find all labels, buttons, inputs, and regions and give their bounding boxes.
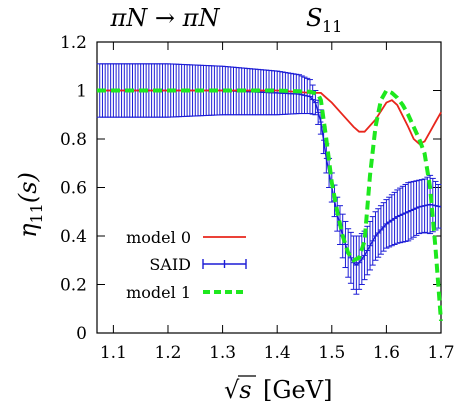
y-tick-label: 0.8 bbox=[60, 130, 87, 150]
svg-text:√s: √s bbox=[224, 376, 252, 404]
svg-text:[GeV]: [GeV] bbox=[263, 376, 332, 404]
y-axis-label: η11(s) bbox=[14, 172, 46, 238]
legend-label-said: SAID bbox=[149, 255, 191, 274]
y-tick-label: 0 bbox=[76, 324, 87, 344]
x-tick-label: 1.2 bbox=[154, 343, 181, 363]
x-tick-label: 1.7 bbox=[427, 343, 454, 363]
series-said-line bbox=[97, 89, 442, 267]
y-tick-label: 0.2 bbox=[60, 276, 87, 296]
axis-ticks: 1.1 1.2 1.3 1.4 1.5 1.6 1.7 0 0.2 0.4 0.6 0.8 1 1.2 bbox=[60, 33, 455, 363]
x-tick-label: 1.3 bbox=[209, 343, 236, 363]
series-model-1 bbox=[97, 87, 443, 322]
y-tick-label: 0.4 bbox=[60, 227, 87, 247]
series-layer bbox=[96, 63, 443, 322]
legend-label-model-1: model 1 bbox=[126, 283, 191, 302]
y-tick-label: 1 bbox=[76, 82, 87, 102]
x-axis-label: √s [GeV] bbox=[224, 375, 332, 404]
x-tick-label: 1.4 bbox=[264, 343, 291, 363]
legend: model 0 SAID model 1 bbox=[126, 228, 247, 302]
legend-swatch-said bbox=[202, 259, 247, 269]
chart-title-right: S 11 bbox=[306, 4, 342, 36]
chart-title-left: πN → πN bbox=[110, 4, 221, 32]
svg-text:11: 11 bbox=[322, 17, 342, 36]
svg-text:S: S bbox=[306, 4, 322, 32]
x-tick-label: 1.1 bbox=[100, 343, 127, 363]
y-tick-label: 1.2 bbox=[60, 33, 87, 53]
x-tick-label: 1.5 bbox=[318, 343, 345, 363]
legend-label-model-0: model 0 bbox=[126, 228, 191, 247]
x-tick-label: 1.6 bbox=[373, 343, 400, 363]
svg-text:η11(s): η11(s) bbox=[14, 172, 46, 238]
y-tick-label: 0.6 bbox=[60, 179, 87, 199]
